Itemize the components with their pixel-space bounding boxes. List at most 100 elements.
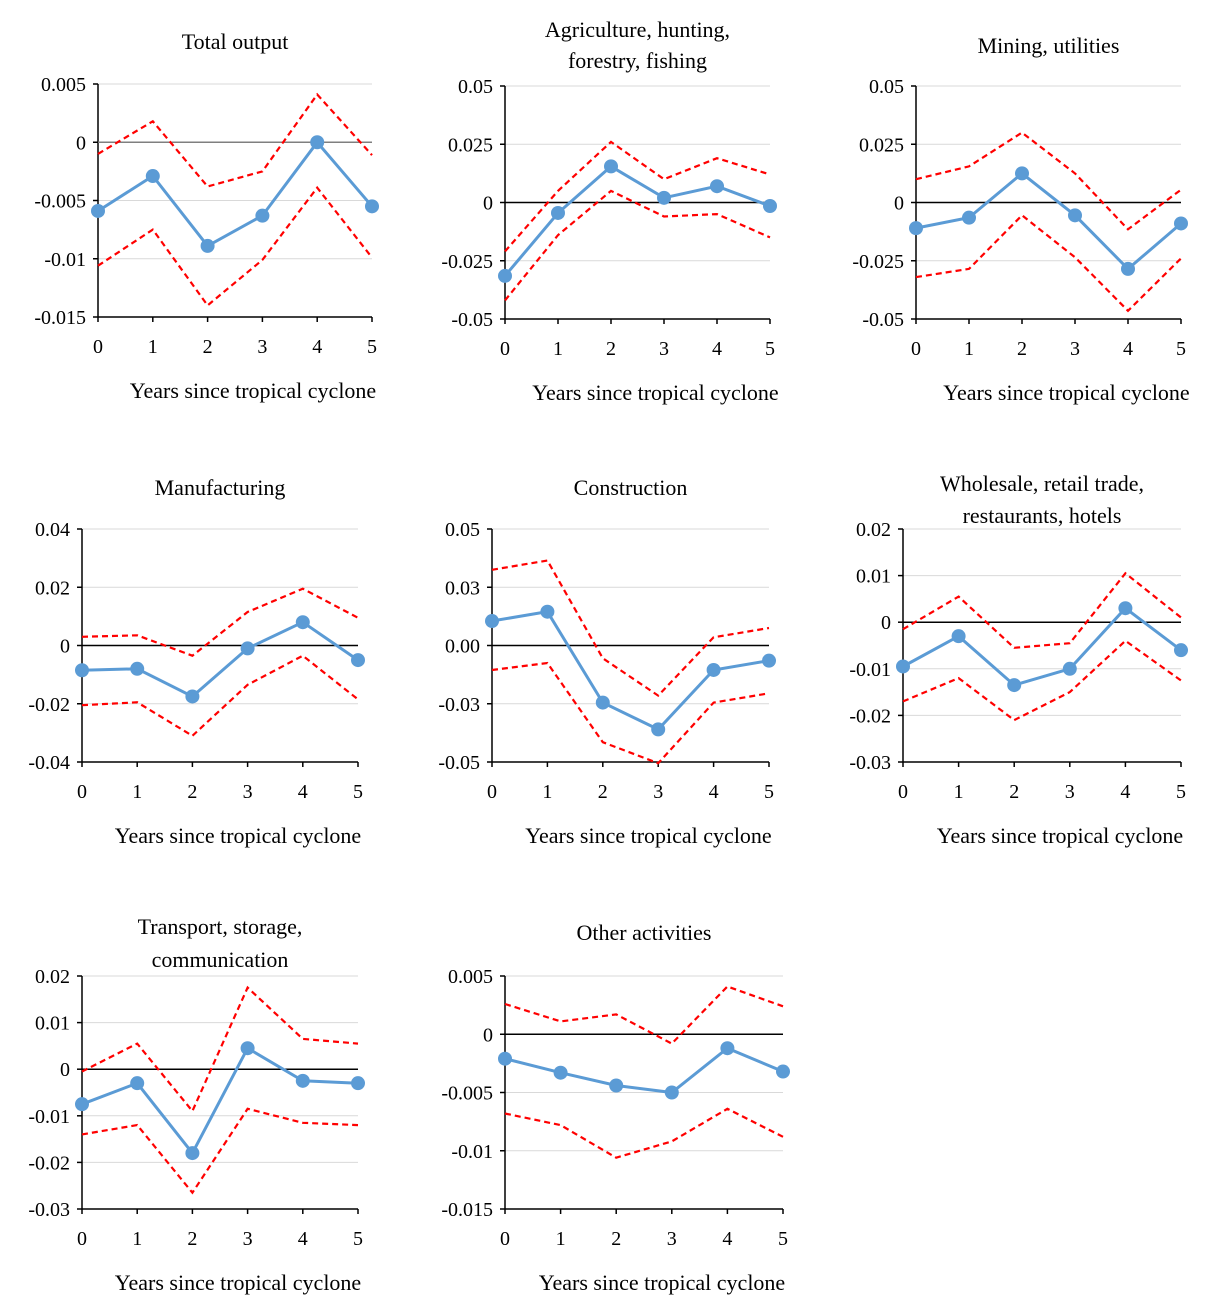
x-tick-label: 4 xyxy=(312,336,322,358)
estimate-line xyxy=(97,139,374,248)
x-tick-label: 2 xyxy=(1009,781,1019,803)
x-tick-label: 5 xyxy=(1176,338,1186,360)
x-tick-label: 1 xyxy=(553,338,563,360)
ci-upper-line xyxy=(81,985,359,1114)
x-tick-label: 3 xyxy=(243,781,253,803)
y-tick-label: 0.03 xyxy=(445,577,480,599)
x-tick-label: 0 xyxy=(500,338,510,360)
estimate-point xyxy=(763,198,777,213)
estimate-point xyxy=(657,190,671,205)
x-tick-label: 4 xyxy=(1123,338,1133,360)
x-tick-label: 5 xyxy=(764,781,774,803)
y-tick-label: -0.03 xyxy=(28,1199,70,1221)
estimate-point xyxy=(1007,678,1022,693)
estimate-point xyxy=(1062,661,1077,676)
x-tick-label: 1 xyxy=(954,781,964,803)
y-tick-label: -0.05 xyxy=(451,309,493,331)
y-tick-label: -0.04 xyxy=(28,752,70,774)
estimate-point xyxy=(1121,261,1135,276)
x-tick-label: 3 xyxy=(667,1228,677,1250)
chart-panel: Construction -0.05 -0.03 0.00 0.03 0.05 0 1 2 3 4 5… xyxy=(438,475,776,848)
y-tick-label: -0.02 xyxy=(28,1152,70,1174)
estimate-point xyxy=(130,1076,145,1091)
x-tick-label: 4 xyxy=(298,1228,308,1250)
y-tick-label: 0 xyxy=(76,132,86,154)
estimate-point xyxy=(1174,216,1188,231)
x-tick-label: 3 xyxy=(257,336,267,358)
estimate-point xyxy=(485,614,499,629)
estimate-point xyxy=(498,1051,512,1066)
ci-lower-line xyxy=(915,213,1182,313)
y-tick-label: 0.01 xyxy=(35,1013,70,1035)
estimate-point xyxy=(351,653,365,668)
estimate-line xyxy=(503,164,771,277)
x-tick-label: 2 xyxy=(1017,338,1027,360)
estimate-point xyxy=(255,208,270,223)
x-tick-label: 5 xyxy=(765,338,775,360)
y-tick-label: -0.03 xyxy=(849,752,891,774)
estimate-point xyxy=(896,659,910,674)
ci-upper-line xyxy=(504,985,784,1045)
estimate-point xyxy=(91,203,105,218)
x-axis-label: Years since tropical cyclone xyxy=(937,823,1183,848)
y-tick-label: 0.02 xyxy=(35,577,70,599)
y-tick-label: 0 xyxy=(60,636,70,658)
estimate-point xyxy=(706,662,721,677)
y-tick-label: -0.01 xyxy=(451,1141,493,1163)
estimate-point xyxy=(365,199,379,214)
x-tick-label: 4 xyxy=(298,781,308,803)
x-axis-label: Years since tropical cyclone xyxy=(532,380,778,405)
estimate-point xyxy=(720,1041,735,1056)
estimate-point xyxy=(551,205,565,220)
y-tick-label: -0.005 xyxy=(34,191,86,213)
y-tick-label: -0.015 xyxy=(441,1199,493,1221)
estimate-point xyxy=(762,653,776,668)
chart-panel: Total output -0.015 -0.01 -0.005 0 0.005 0 1 2 3 4… xyxy=(34,29,379,403)
chart-title: Agriculture, hunting, xyxy=(545,17,730,42)
chart-panel: Other activities -0.015 -0.01 -0.005 0 0.005 0… xyxy=(441,920,790,1295)
estimate-line xyxy=(491,610,770,732)
ci-upper-line xyxy=(491,559,770,698)
ci-upper-line xyxy=(97,92,373,188)
estimate-point xyxy=(185,689,200,704)
y-tick-label: -0.025 xyxy=(441,251,493,273)
chart-title: Wholesale, retail trade, xyxy=(940,471,1144,496)
y-tick-label: 0.025 xyxy=(448,134,493,156)
x-tick-label: 5 xyxy=(778,1228,788,1250)
y-tick-label: 0 xyxy=(894,193,904,215)
estimate-point xyxy=(240,641,255,656)
x-tick-label: 3 xyxy=(1070,338,1080,360)
y-tick-label: -0.05 xyxy=(862,309,904,331)
estimate-point xyxy=(240,1041,255,1056)
x-tick-label: 1 xyxy=(556,1228,566,1250)
ci-lower-line xyxy=(504,189,771,302)
y-tick-label: -0.02 xyxy=(849,705,891,727)
estimate-point xyxy=(1174,643,1188,658)
estimate-point xyxy=(200,238,215,253)
chart-title: restaurants, hotels xyxy=(963,503,1122,528)
x-tick-label: 4 xyxy=(722,1228,732,1250)
y-tick-label: -0.01 xyxy=(28,1106,70,1128)
x-tick-label: 5 xyxy=(353,781,363,803)
y-tick-label: 0.05 xyxy=(869,76,904,98)
y-tick-label: -0.03 xyxy=(438,694,480,716)
estimate-point xyxy=(310,135,325,150)
ci-upper-line xyxy=(81,587,359,657)
x-tick-label: 2 xyxy=(611,1228,621,1250)
x-tick-label: 1 xyxy=(132,781,142,803)
x-tick-label: 2 xyxy=(606,338,616,360)
x-tick-label: 0 xyxy=(77,1228,87,1250)
x-tick-label: 5 xyxy=(1176,781,1186,803)
estimate-point xyxy=(604,159,618,174)
x-tick-label: 0 xyxy=(77,781,87,803)
x-tick-label: 3 xyxy=(653,781,663,803)
x-tick-label: 4 xyxy=(709,781,719,803)
y-tick-label: -0.025 xyxy=(852,251,904,273)
y-tick-label: 0.05 xyxy=(458,76,493,98)
x-axis-label: Years since tropical cyclone xyxy=(525,823,771,848)
y-tick-label: 0 xyxy=(483,1024,493,1046)
chart-panel: Wholesale, retail trade, restaurants, hot… xyxy=(849,471,1188,848)
ci-lower-line xyxy=(491,661,770,765)
x-tick-label: 0 xyxy=(93,336,103,358)
